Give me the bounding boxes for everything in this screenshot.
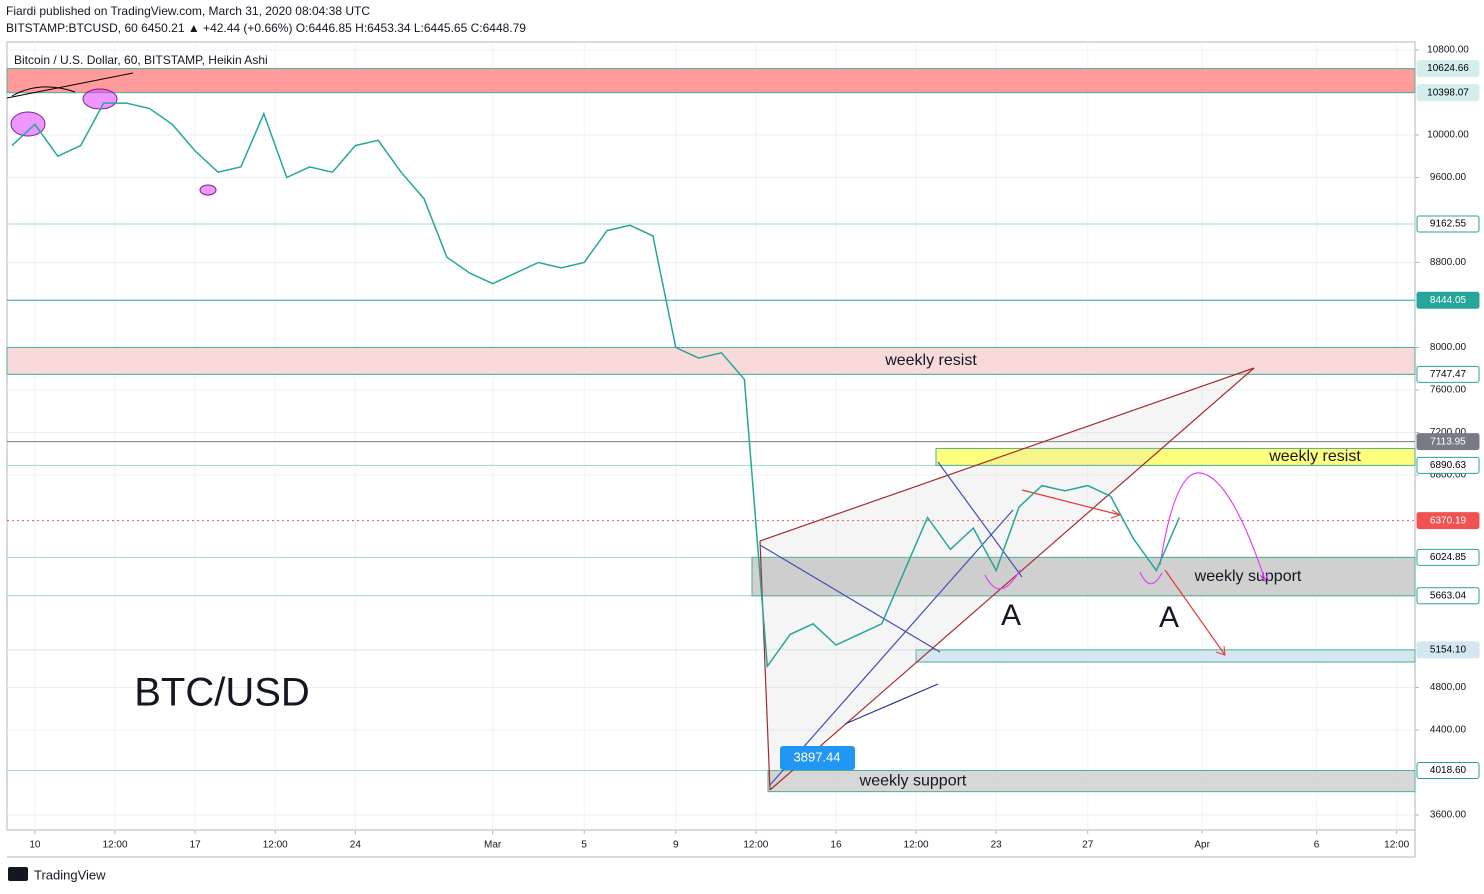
x-tick-label: 10 [29, 840, 41, 851]
price-label: 4018.60 [1430, 765, 1467, 776]
price-label: 5663.04 [1430, 590, 1467, 601]
price-label: 7113.95 [1430, 436, 1466, 447]
trend-line [6, 72, 134, 99]
y-tick-label: 6800.00 [1430, 470, 1467, 481]
trend-line [844, 683, 939, 725]
arc [984, 569, 1021, 590]
trend-line [759, 540, 771, 791]
watermark: BTC/USD [134, 671, 310, 715]
arrow [11, 86, 76, 97]
y-tick-label: 4800.00 [1430, 682, 1467, 693]
price-label-box [1416, 60, 1480, 78]
y-tick-label: 9600.00 [1430, 172, 1467, 183]
price-label-box [1416, 512, 1480, 530]
price-label-box [1416, 587, 1480, 605]
price-label-box [1416, 215, 1480, 233]
symbol-line: BITSTAMP:BTCUSD, 60 6450.21 ▲ +42.44 (+0… [6, 21, 526, 35]
x-tick-label: 24 [350, 840, 362, 851]
arrow [1164, 569, 1226, 656]
zone [751, 556, 1416, 597]
zone [767, 770, 1416, 793]
x-tick-label: 16 [830, 840, 842, 851]
arrow [1021, 489, 1121, 516]
price-label-box [1416, 365, 1480, 383]
zone [6, 346, 1416, 375]
price-label: 10624.66 [1427, 63, 1469, 74]
arrow-head [1259, 572, 1269, 582]
price-label-box [1416, 762, 1480, 780]
x-tick-label: Mar [484, 840, 502, 851]
y-tick-label: 4400.00 [1430, 725, 1467, 736]
x-tick-label: 12:00 [1384, 840, 1409, 851]
brand: TradingView [34, 867, 106, 882]
low-label-box [780, 746, 855, 770]
marker [199, 184, 217, 196]
logo [8, 867, 28, 881]
price-label-box [1416, 641, 1480, 659]
y-tick-label: 8800.00 [1430, 257, 1467, 268]
arrow-head [1215, 645, 1226, 656]
marker [10, 111, 46, 137]
price-label-box [1416, 291, 1480, 309]
y-tick-label: 10000.00 [1427, 130, 1469, 141]
trend-line [759, 544, 941, 653]
price-label: 6370.19 [1430, 515, 1467, 526]
x-tick-label: Apr [1194, 840, 1210, 851]
x-tick-label: 12:00 [904, 840, 929, 851]
chart-title: Bitcoin / U.S. Dollar, 60, BITSTAMP, Hei… [14, 53, 268, 67]
x-tick-label: 17 [190, 840, 202, 851]
price-label: 5154.10 [1430, 645, 1467, 656]
price-label: 6890.63 [1430, 460, 1467, 471]
axes: 3600.00 4400.00 4800.00 6800.00 7200.00 7600.… [29, 45, 1480, 851]
trend-line [759, 367, 1255, 542]
price-label-box [1416, 456, 1480, 474]
x-tick-label: 12:00 [743, 840, 768, 851]
low-label: 3897.44 [794, 749, 841, 764]
price-label-box [1416, 548, 1480, 566]
x-tick-label: 6 [1314, 840, 1320, 851]
price-label-box [1416, 433, 1480, 451]
y-tick-label: 10800.00 [1427, 45, 1469, 56]
x-tick-label: 9 [673, 840, 679, 851]
arc [1159, 472, 1266, 581]
trend-line [769, 367, 1255, 791]
zones: weekly resist weekly resist weekly support… [6, 68, 1416, 793]
series [11, 102, 1180, 669]
x-tick-label: 23 [991, 840, 1003, 851]
x-tick-label: 12:00 [103, 840, 128, 851]
x-tick-label: 27 [1082, 840, 1094, 851]
price-label: 6024.85 [1430, 552, 1467, 563]
x-tick-label: 5 [581, 840, 587, 851]
arc [1139, 571, 1163, 585]
price-label: 9162.55 [1430, 219, 1467, 230]
price-line [11, 102, 1180, 669]
zone [935, 447, 1416, 466]
y-tick-label: 7200.00 [1430, 427, 1467, 438]
annotation: A [1001, 599, 1021, 632]
trend-line [937, 461, 1023, 578]
zone-label: weekly support [859, 772, 967, 789]
price-label: 8444.05 [1430, 295, 1467, 306]
zone [6, 68, 1416, 94]
drawings [6, 72, 1269, 791]
marker [82, 88, 118, 110]
price-label: 10398.07 [1427, 87, 1469, 98]
publisher: Fiardi published on TradingView.com, Mar… [6, 4, 370, 18]
price-label: 7747.47 [1430, 369, 1467, 380]
x-tick-label: 12:00 [263, 840, 288, 851]
price-label-box [1416, 84, 1480, 102]
y-tick-label: 7600.00 [1430, 385, 1467, 396]
zone-label: weekly support [1194, 568, 1302, 585]
zone-label: weekly resist [1268, 448, 1361, 465]
zone [915, 649, 1416, 663]
zone-label: weekly resist [884, 352, 977, 369]
y-tick-label: 8000.00 [1430, 342, 1467, 353]
y-tick-label: 3600.00 [1430, 810, 1467, 821]
trend-line [769, 509, 1014, 786]
wedge-fill [760, 368, 1254, 790]
annotation: A [1159, 601, 1179, 634]
